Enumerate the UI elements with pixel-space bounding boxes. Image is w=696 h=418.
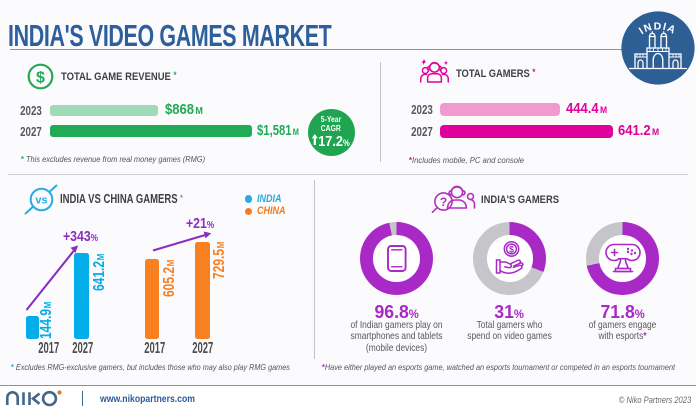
svg-text:$: $	[36, 70, 45, 87]
svg-text:vs: vs	[35, 195, 47, 207]
svg-text:?: ?	[440, 195, 447, 209]
svg-text:INDIA: INDIA	[637, 20, 679, 37]
svg-text:$: $	[509, 244, 514, 254]
